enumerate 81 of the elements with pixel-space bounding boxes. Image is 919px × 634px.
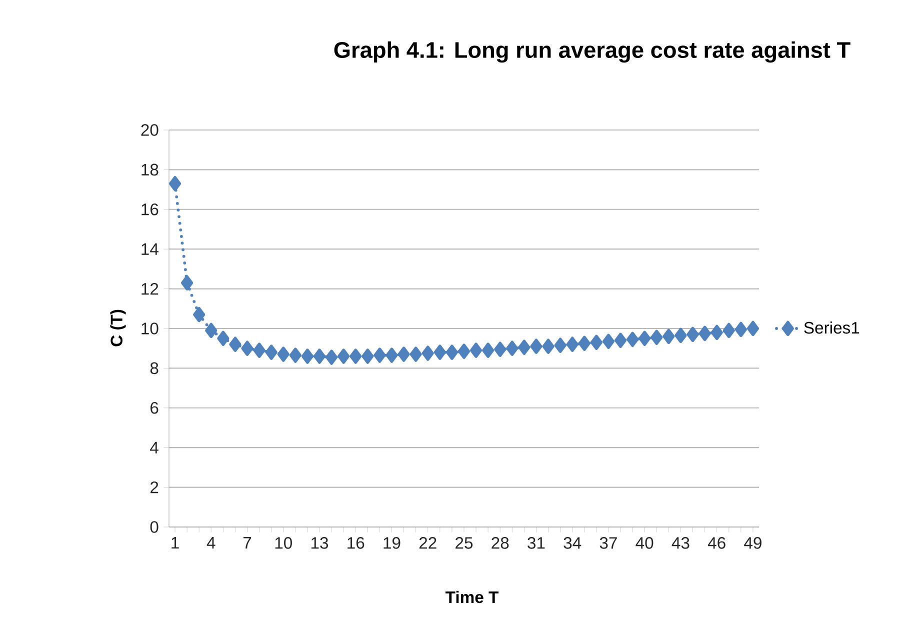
- point: [168, 176, 182, 192]
- point: [265, 344, 278, 360]
- point: [217, 330, 230, 346]
- point: [710, 324, 723, 340]
- point: [458, 344, 470, 359]
- point: [350, 348, 362, 364]
- y-tick-label: 4: [150, 442, 158, 454]
- point: [578, 336, 590, 351]
- x-tick-label: 46: [708, 537, 726, 549]
- x-tick-label: 31: [528, 537, 545, 549]
- point: [386, 348, 398, 363]
- chart-title: Graph 4.1: Long run average cost rate against T: [334, 41, 850, 63]
- y-axis-title: C (T): [110, 310, 126, 346]
- point: [566, 336, 578, 352]
- point: [193, 306, 206, 322]
- point: [638, 330, 651, 346]
- point: [602, 334, 615, 349]
- point: [698, 326, 711, 342]
- point: [362, 348, 374, 364]
- y-tick-label: 8: [150, 362, 158, 374]
- point: [722, 322, 735, 338]
- x-tick-label: 40: [636, 537, 654, 549]
- x-tick-label: 25: [456, 537, 473, 549]
- x-axis-title: Time T: [445, 590, 499, 604]
- point: [686, 326, 699, 342]
- x-tick-label: 1: [172, 537, 179, 548]
- x-tick-label: 28: [492, 537, 509, 549]
- point: [313, 348, 326, 364]
- point: [470, 342, 482, 358]
- y-tick-label: 12: [142, 282, 158, 295]
- y-tick-label: 16: [142, 204, 158, 216]
- y-tick-label: 2: [150, 481, 158, 494]
- point: [674, 328, 687, 344]
- point: [734, 322, 747, 338]
- point: [253, 342, 266, 358]
- y-tick-label: 6: [150, 402, 158, 414]
- x-tick-label: 34: [564, 537, 582, 549]
- x-tick-label: 37: [600, 537, 617, 549]
- y-tick-label: 10: [142, 322, 158, 334]
- point: [518, 340, 530, 355]
- point: [542, 338, 554, 354]
- x-tick-label: 10: [275, 537, 292, 549]
- point: [205, 322, 218, 338]
- y-tick-label: 18: [142, 164, 158, 176]
- x-tick-label: 43: [672, 537, 690, 549]
- y-tick-label: 14: [142, 243, 158, 255]
- point: [434, 344, 446, 360]
- x-tick-label: 4: [206, 537, 216, 548]
- x-tick-label: 13: [312, 537, 328, 549]
- x-tick-label: 7: [243, 537, 252, 548]
- point: [325, 350, 338, 365]
- legend-label: Series1: [804, 321, 860, 334]
- point: [446, 344, 458, 360]
- point: [746, 320, 760, 336]
- x-tick-label: 19: [384, 537, 400, 549]
- point: [506, 340, 518, 356]
- point: [614, 332, 627, 348]
- point: [410, 346, 422, 362]
- x-tick-label: 16: [348, 537, 364, 549]
- point: [289, 348, 302, 363]
- point: [626, 332, 639, 348]
- y-tick-label: 0: [150, 521, 158, 533]
- x-tick-label: 22: [419, 537, 436, 549]
- point: [494, 342, 506, 357]
- point: [590, 334, 603, 350]
- point: [277, 346, 290, 362]
- point: [662, 328, 675, 344]
- point: [229, 336, 242, 352]
- point: [241, 340, 254, 356]
- point: [422, 346, 434, 361]
- point: [482, 342, 494, 358]
- point: [554, 338, 566, 353]
- point: [650, 330, 663, 346]
- y-tick-label: 20: [141, 124, 158, 136]
- x-tick-label: 49: [744, 537, 762, 549]
- point: [530, 338, 542, 354]
- point: [338, 348, 350, 364]
- point: [398, 346, 410, 362]
- point: [301, 348, 314, 364]
- point: [374, 348, 386, 363]
- point: [180, 275, 194, 290]
